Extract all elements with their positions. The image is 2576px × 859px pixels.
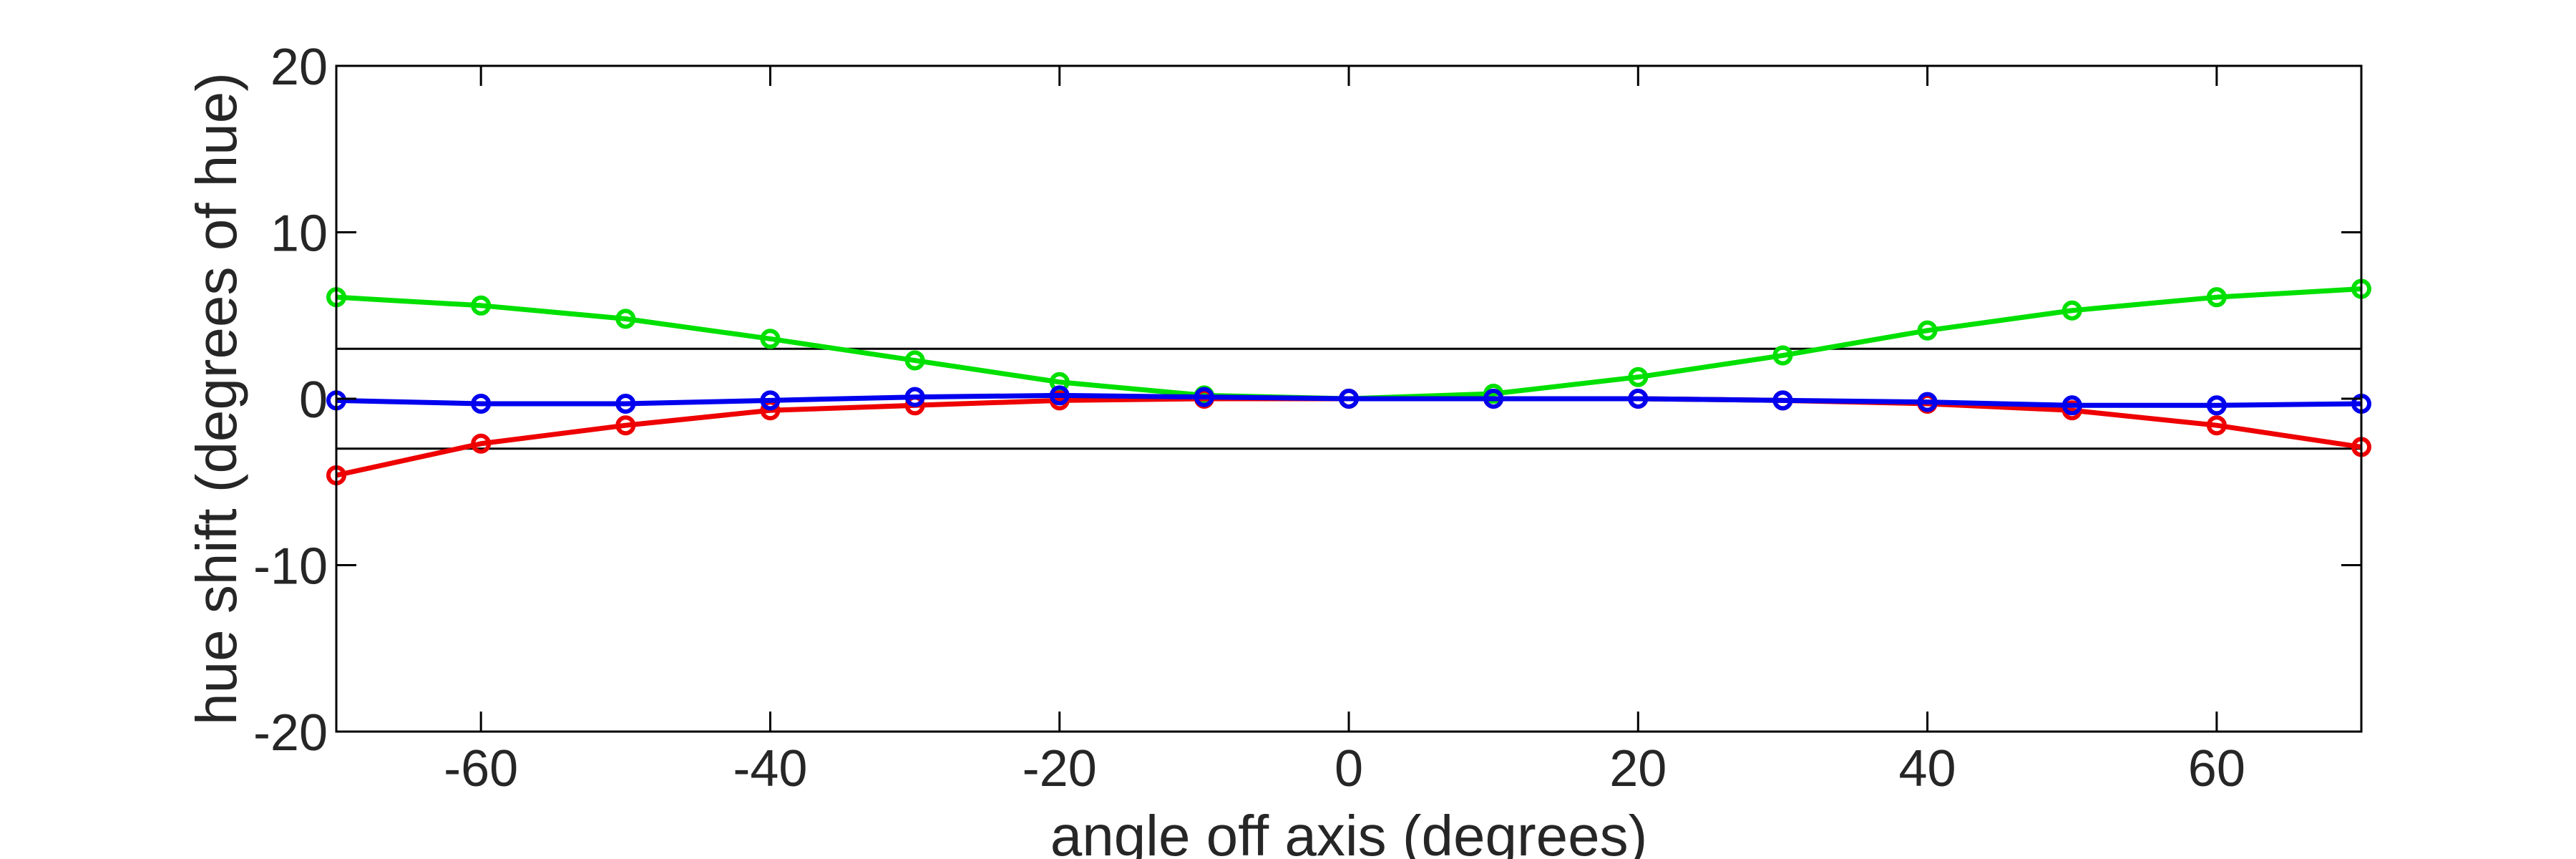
data-point [1917,392,1938,412]
y-tick-label: -10 [253,538,328,596]
data-point [471,433,492,454]
reference-lines [336,347,2361,450]
x-tick-label: 60 [2188,740,2245,797]
data-point [1339,389,1359,409]
y-tick-label: 0 [299,372,328,429]
data-point [760,329,781,349]
data-point [760,390,781,411]
data-point [471,393,492,414]
data-point [1772,390,1793,411]
data-point [1049,372,1070,392]
x-tick-label: 40 [1899,740,1956,797]
data-point [1194,387,1214,407]
data-point [2206,287,2227,308]
y-axis-label: hue shift (degrees of hue) [185,72,248,725]
data-point [2206,415,2227,436]
series-layer [326,278,2371,485]
ticks-layer: -60 -40 -20 0 20 40 60 -20 -10 0 10 20 [253,39,2361,797]
x-tick-label: -60 [444,740,518,797]
data-point [2062,395,2082,416]
data-point [904,350,925,371]
data-point [615,415,636,436]
data-point [1628,367,1649,387]
series-line [336,392,2362,408]
data-point [1483,389,1504,409]
x-tick-label: -40 [733,740,807,797]
data-point [615,309,636,329]
data-point [1628,389,1649,409]
data-point [1772,345,1793,366]
series-2 [326,385,2371,416]
y-tick-label: -20 [253,704,328,762]
x-tick-label: -20 [1023,740,1097,797]
data-point [904,387,925,407]
data-point [2206,395,2227,416]
y-tick-label: 10 [270,205,328,263]
data-point [615,393,636,414]
data-point [1049,385,1070,406]
data-point [2062,300,2082,321]
x-tick-label: 20 [1609,740,1667,797]
data-point [1917,320,1938,341]
x-tick-label: 0 [1335,740,1363,797]
data-point [471,295,492,316]
y-tick-label: 20 [270,39,328,96]
x-axis-label: angle off axis (degrees) [1050,804,1648,859]
